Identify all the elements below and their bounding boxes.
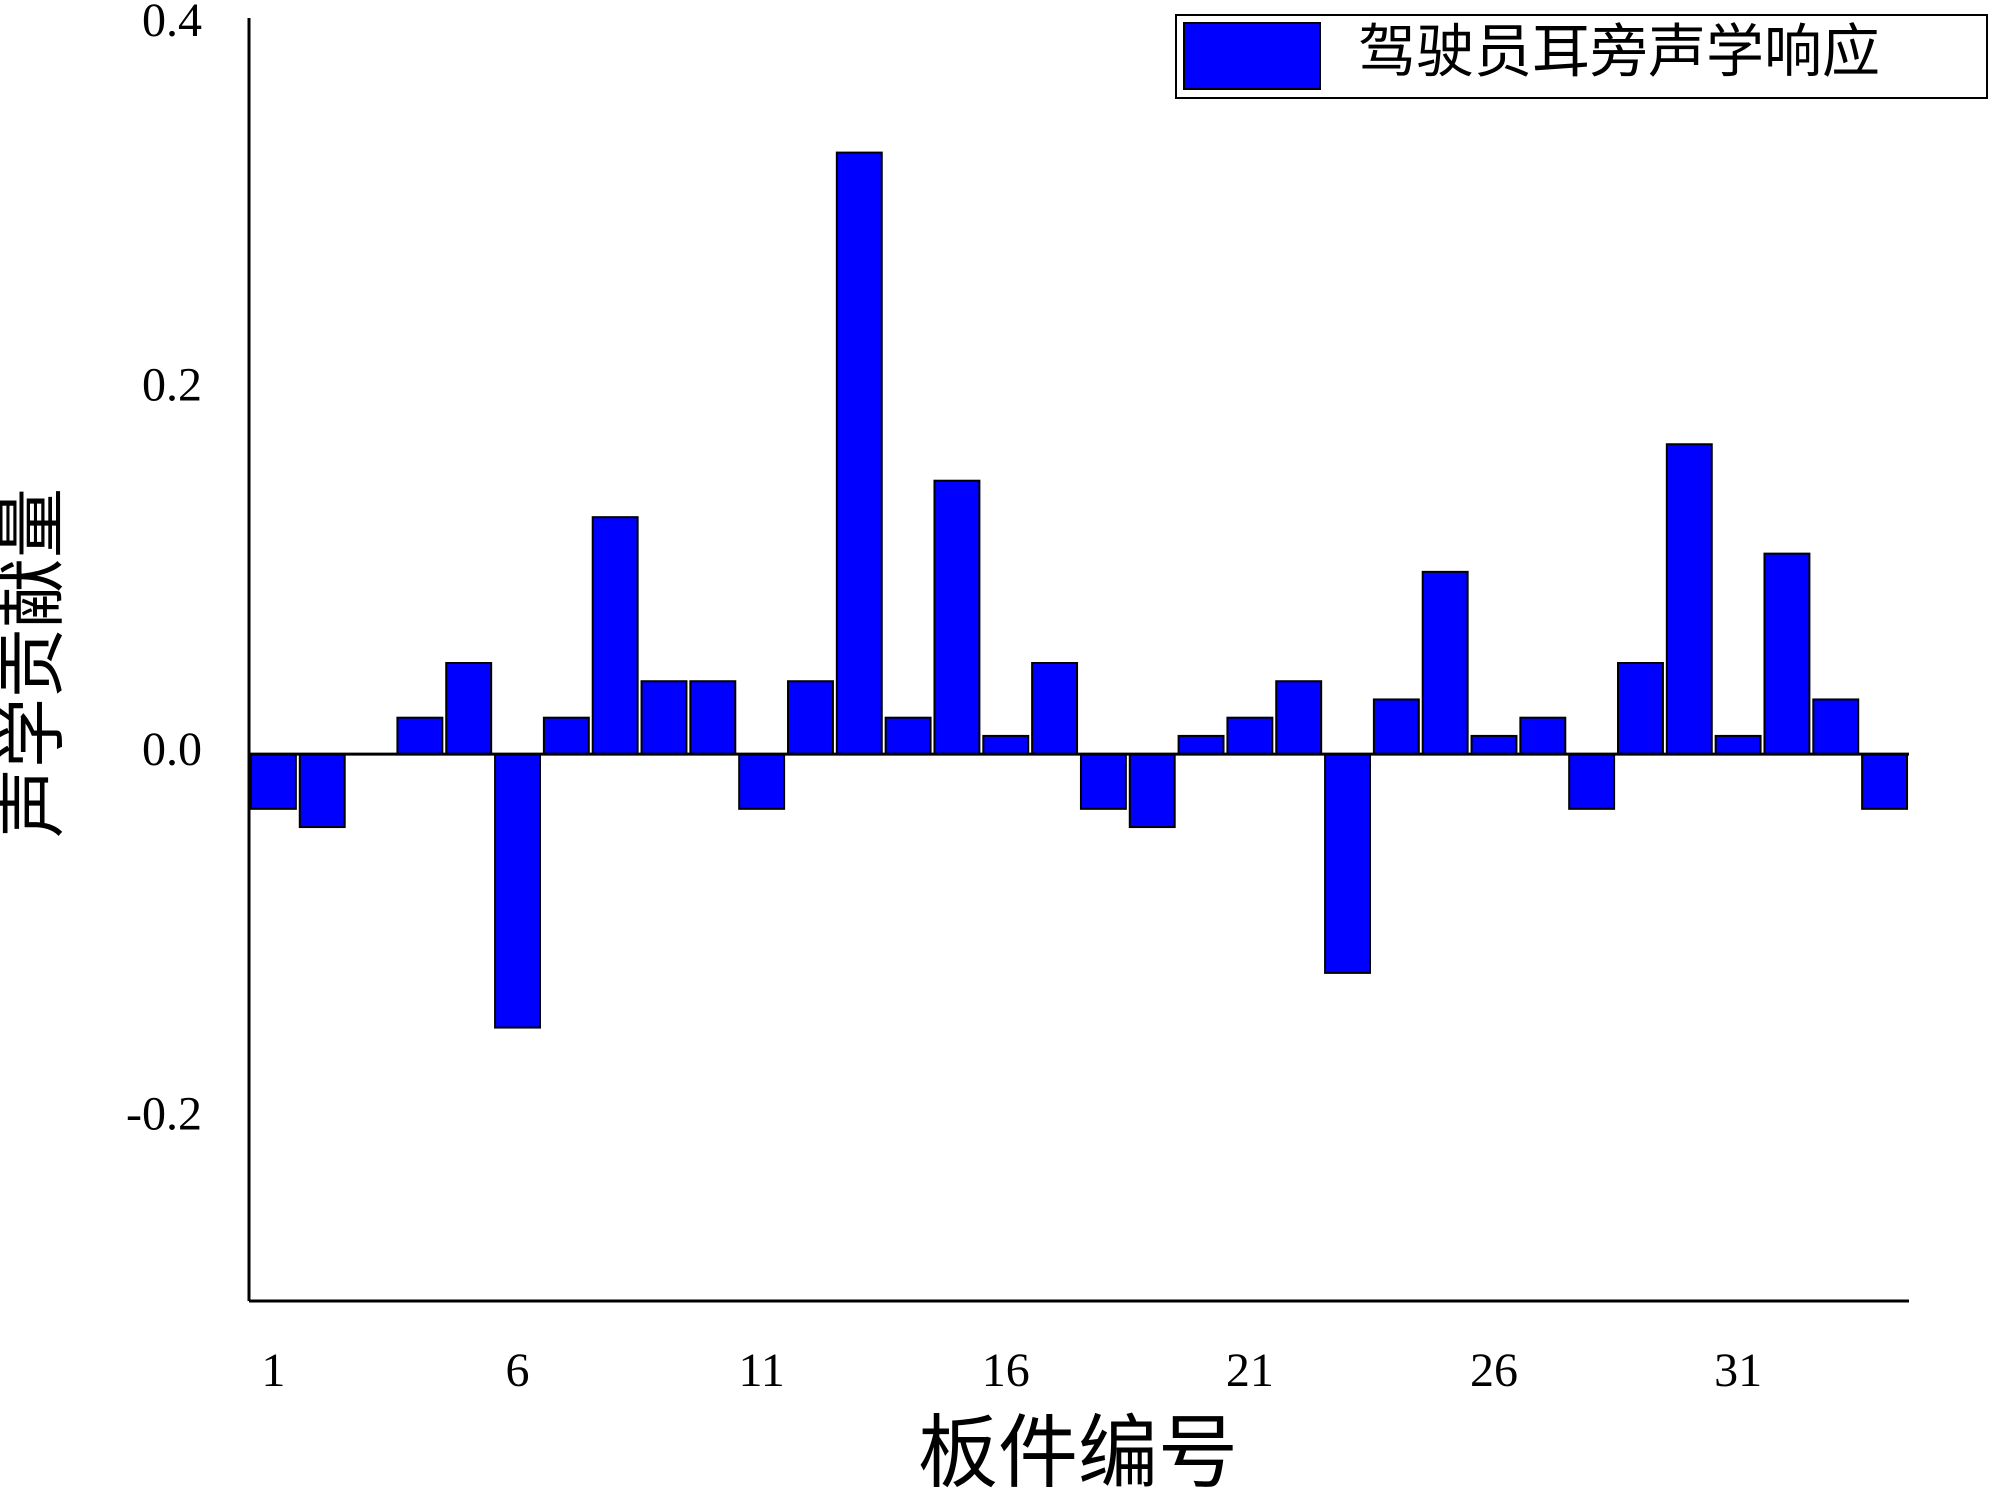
bar [445, 662, 493, 756]
bar [1812, 698, 1860, 756]
bar [787, 680, 834, 756]
bar [1568, 753, 1616, 810]
x-tick-label: 16 [982, 1344, 1030, 1397]
bar [689, 680, 737, 756]
bar [1617, 662, 1664, 756]
y-tick-label: 0.0 [142, 723, 202, 776]
bar [1763, 552, 1811, 756]
legend-label: 驾驶员耳旁声学响应 [1358, 19, 1880, 84]
x-tick-label: 26 [1470, 1344, 1518, 1397]
legend-swatch [1183, 22, 1321, 90]
bar [738, 753, 786, 810]
x-tick-label: 6 [506, 1344, 530, 1397]
bar [1324, 753, 1371, 974]
bar [640, 680, 688, 756]
bar [1714, 734, 1762, 756]
bar [542, 716, 590, 756]
bar [1470, 734, 1518, 756]
bar [591, 516, 639, 756]
bar [1861, 753, 1909, 810]
bar [1275, 680, 1323, 756]
bar [1372, 698, 1420, 756]
bar [298, 753, 346, 829]
bar [494, 753, 541, 1029]
bar [982, 734, 1030, 756]
y-tick-label: 0.2 [142, 359, 202, 412]
bar [1031, 662, 1079, 756]
bar [396, 716, 444, 756]
bar [1519, 716, 1567, 756]
bar [1226, 716, 1274, 756]
x-tick-label: 31 [1714, 1344, 1762, 1397]
bar [1177, 734, 1225, 756]
bar [1128, 753, 1176, 829]
bar [933, 479, 981, 756]
x-tick-label: 1 [261, 1344, 285, 1397]
x-axis-label: 板件编号 [918, 1410, 1238, 1498]
y-axis-label: 声学贡献量 [0, 488, 72, 838]
y-tick-label: -0.2 [126, 1088, 202, 1141]
bar [249, 753, 297, 810]
bar [884, 716, 932, 756]
bar [1079, 753, 1127, 810]
x-tick-label: 21 [1226, 1344, 1274, 1397]
bar [1421, 570, 1469, 756]
bar [1665, 443, 1713, 756]
y-tick-label: 0.4 [142, 0, 202, 47]
x-tick-label: 11 [739, 1344, 785, 1397]
bar [835, 151, 883, 756]
